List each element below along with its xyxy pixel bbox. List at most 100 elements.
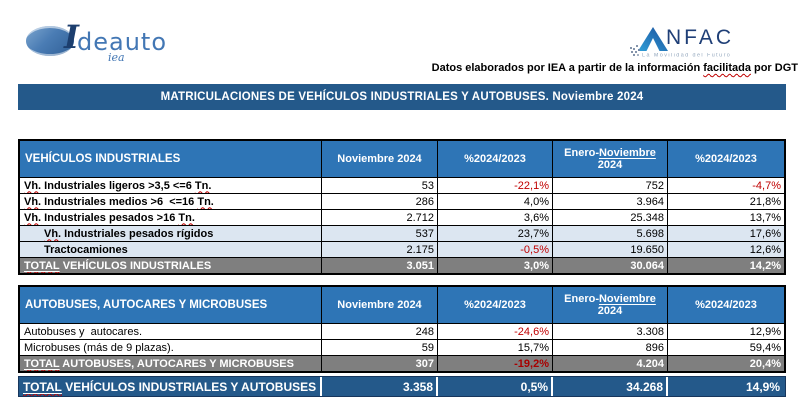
column-header-noviembre: Noviembre 2024: [321, 141, 437, 177]
column-header-pct-month: %2024/2023: [437, 141, 552, 177]
cell-value: 248: [321, 324, 437, 339]
table-row: Vh. Industriales pesados >16 Tn. 2.712 3,6…: [20, 209, 784, 225]
cell-value: 286: [321, 194, 437, 209]
cell-value: 2.712: [321, 210, 437, 225]
label-segment: Vh.: [24, 211, 42, 224]
cell-value: -4,7%: [667, 178, 784, 193]
cell-value: 13,7%: [667, 210, 784, 225]
label-segment: TOTAL: [23, 381, 62, 393]
column-header-pct-month: %2024/2023: [437, 287, 552, 323]
anfac-logo: NFAC La Movilidad del Futuro: [626, 25, 766, 65]
column-header-noviembre: Noviembre 2024: [321, 287, 437, 323]
label-segment: Tn.: [194, 179, 212, 192]
table-total-row: TOTAL VEHÍCULOS INDUSTRIALES 3.051 3,0% 30.…: [20, 257, 784, 273]
column-header-line1: Enero-Noviembre: [564, 293, 656, 305]
row-label: Autobuses y autocares.: [20, 324, 321, 339]
cell-value: 5.698: [552, 226, 667, 241]
cell-value: -24,6%: [437, 324, 552, 339]
cell-value: 752: [552, 178, 667, 193]
table-row: Vh. Industriales pesados rígidos 537 23,7%…: [20, 225, 784, 241]
row-label: Vh. Industriales pesados rígidos: [20, 226, 321, 241]
table-header-row: AUTOBUSES, AUTOCARES Y MICROBUSES Noviemb…: [20, 287, 784, 323]
cell-value: 3,0%: [437, 258, 552, 273]
row-label: TOTAL AUTOBUSES, AUTOCARES Y MICROBUSES: [20, 356, 321, 371]
column-header-underlined-word: Noviembre: [598, 293, 656, 305]
cell-value: 53: [321, 178, 437, 193]
label-segment: Industriales medios >6 <=16: [41, 195, 198, 208]
cell-value: 4.204: [552, 356, 667, 371]
table-total-row: TOTAL VEHÍCULOS INDUSTRIALES Y AUTOBUSES…: [19, 377, 785, 396]
buses-table: AUTOBUSES, AUTOCARES Y MICROBUSES Noviemb…: [18, 285, 786, 373]
label-segment: VEHÍCULOS INDUSTRIALES Y AUTOBUSES: [61, 379, 317, 394]
label-segment: Tractocamiones: [44, 243, 128, 256]
cell-value: 21,8%: [667, 194, 784, 209]
cell-value: 14,2%: [667, 258, 784, 273]
cell-value: 2.175: [321, 242, 437, 257]
table-title-cell: VEHÍCULOS INDUSTRIALES: [25, 153, 181, 165]
cell-value: 20,4%: [667, 356, 784, 371]
ideauto-logo: I deauto iea: [26, 18, 166, 66]
cell-value: 537: [321, 226, 437, 241]
cell-value: 17,6%: [667, 226, 784, 241]
report-title: MATRICULACIONES DE VEHÍCULOS INDUSTRIALE…: [160, 91, 644, 103]
label-segment: Tn.: [178, 211, 195, 224]
column-header-line2: 2024: [597, 305, 623, 317]
cell-value: 3.051: [321, 258, 437, 273]
row-label: Microbuses (más de 9 plazas).: [20, 340, 321, 355]
source-note-misspelled-word: facilitada: [703, 62, 751, 74]
cell-value: 19.650: [552, 242, 667, 257]
label-segment-underline: TOTAL: [24, 357, 60, 370]
label-segment-underline: TOTAL: [23, 379, 62, 394]
row-label: Vh. Industriales medios >6 <=16 Tn.: [20, 194, 321, 209]
cell-value: 59,4%: [667, 340, 784, 355]
grand-total-table: TOTAL VEHÍCULOS INDUSTRIALES Y AUTOBUSES…: [18, 376, 786, 397]
cell-value: -22,1%: [437, 178, 552, 193]
label-segment: Autobuses y autocares.: [24, 325, 143, 338]
cell-value: 3.964: [552, 194, 667, 209]
cell-value: 25.348: [552, 210, 667, 225]
source-note-text: Datos elaborados por IEA a partir de la …: [431, 62, 704, 74]
table-header-row: VEHÍCULOS INDUSTRIALES Noviembre 2024 %202…: [20, 141, 784, 177]
label-segment: Vh.: [44, 227, 62, 240]
row-label: Vh. Industriales ligeros >3,5 <=6 Tn.: [20, 178, 321, 193]
cell-value: -19,2%: [437, 356, 552, 371]
column-header-two-lines: Enero-Noviembre 2024: [564, 147, 656, 171]
column-header-enero-noviembre: Enero-Noviembre 2024: [552, 287, 667, 323]
cell-value: 307: [321, 356, 437, 371]
label-segment: TOTAL: [24, 358, 60, 370]
label-segment: TOTAL: [24, 260, 60, 272]
label-segment: AUTOBUSES, AUTOCARES Y MICROBUSES: [59, 357, 294, 370]
cell-value: 59: [321, 340, 437, 355]
column-header-enero-noviembre: Enero-Noviembre 2024: [552, 141, 667, 177]
column-header-line1: Enero-Noviembre: [564, 147, 656, 159]
cell-value: 14,9%: [666, 377, 783, 396]
row-label: TOTAL VEHÍCULOS INDUSTRIALES: [20, 258, 321, 273]
ideauto-logo-sub: iea: [108, 51, 125, 64]
cell-value: 12,9%: [667, 324, 784, 339]
source-note-text: por DGT: [750, 62, 798, 74]
column-header-two-lines: Enero-Noviembre 2024: [564, 293, 656, 317]
label-segment: Vh.: [24, 179, 42, 192]
cell-value: 896: [552, 340, 667, 355]
cell-value: 34.268: [551, 377, 666, 396]
anfac-tagline: La Movilidad del Futuro: [642, 53, 732, 59]
anfac-dots-icon: [630, 47, 632, 49]
column-header-line2: 2024: [597, 159, 623, 171]
cell-value: 3.308: [552, 324, 667, 339]
row-label: TOTAL VEHÍCULOS INDUSTRIALES Y AUTOBUSES: [19, 377, 320, 396]
cell-value: 30.064: [552, 258, 667, 273]
cell-value: 12,6%: [667, 242, 784, 257]
table-row: Autobuses y autocares. 248 -24,6% 3.308 12,9…: [20, 323, 784, 339]
label-segment: Vh.: [24, 195, 42, 208]
anfac-a-icon: [638, 27, 668, 51]
source-note: Datos elaborados por IEA a partir de la …: [432, 62, 798, 74]
cell-value: -0,5%: [437, 242, 552, 257]
ideauto-globe-icon: [26, 26, 74, 56]
ideauto-logo-initial: I: [64, 18, 79, 56]
label-segment: Industriales pesados >16: [41, 211, 179, 224]
label-segment: Industriales pesados rígidos: [61, 227, 214, 240]
table-row: Microbuses (más de 9 plazas). 59 15,7% 896 5…: [20, 339, 784, 355]
cell-value: 23,7%: [437, 226, 552, 241]
anfac-logo-text: NFAC: [666, 26, 735, 49]
